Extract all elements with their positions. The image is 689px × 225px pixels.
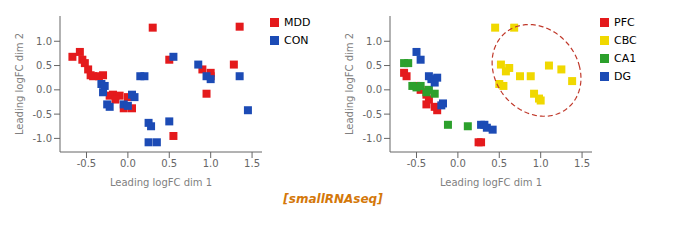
svg-text:1.0: 1.0 — [203, 158, 219, 169]
svg-text:0.5: 0.5 — [36, 60, 52, 71]
svg-text:1.5: 1.5 — [244, 158, 260, 169]
html-text:CA1: CA1 — [614, 52, 637, 65]
svg-text:-1.0: -1.0 — [32, 133, 52, 144]
html-text:CBC: CBC — [614, 34, 637, 47]
svg-text:1.0: 1.0 — [36, 36, 52, 47]
html-text:MDD: MDD — [284, 16, 311, 29]
svg-text:0.0: 0.0 — [36, 84, 52, 95]
html-text:DG: DG — [614, 70, 631, 83]
svg-text:Leading logFC dim 1: Leading logFC dim 1 — [110, 177, 212, 188]
svg-text:-0.5: -0.5 — [77, 158, 97, 169]
svg-text:Leading logFC dim 1: Leading logFC dim 1 — [440, 177, 542, 188]
svg-text:Leading logFC dim 2: Leading logFC dim 2 — [14, 33, 25, 135]
svg-text:Leading logFC dim 2: Leading logFC dim 2 — [344, 33, 355, 135]
svg-text:0.0: 0.0 — [450, 158, 466, 169]
svg-text:0.0: 0.0 — [120, 158, 136, 169]
svg-text:0.5: 0.5 — [491, 158, 507, 169]
svg-text:-0.5: -0.5 — [32, 109, 52, 120]
svg-text:0.0: 0.0 — [366, 84, 382, 95]
svg-text:1.0: 1.0 — [366, 36, 382, 47]
html-text:[smallRNAseq]: [smallRNAseq] — [283, 192, 383, 206]
svg-text:-0.5: -0.5 — [362, 109, 382, 120]
html-text:CON: CON — [284, 34, 309, 47]
html-text:PFC: PFC — [614, 16, 635, 29]
svg-text:1.5: 1.5 — [574, 158, 590, 169]
svg-text:1.0: 1.0 — [533, 158, 549, 169]
svg-text:0.5: 0.5 — [366, 60, 382, 71]
svg-text:0.5: 0.5 — [161, 158, 177, 169]
svg-text:-1.0: -1.0 — [362, 133, 382, 144]
svg-text:-0.5: -0.5 — [407, 158, 427, 169]
